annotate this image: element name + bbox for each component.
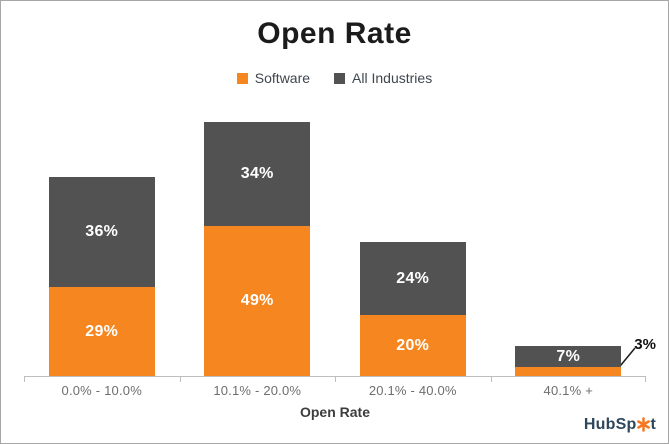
bar-segment-all-industries: 36%	[48, 177, 155, 287]
bar-segment-software: 20%	[359, 315, 466, 376]
legend-label: Software	[254, 70, 311, 86]
bar-segment-all-industries: 34%	[204, 122, 311, 226]
x-axis-line	[24, 376, 646, 377]
legend-item-all-industries: All Industries	[334, 70, 432, 86]
bar-segment-software: 49%	[204, 226, 311, 376]
callout-value-label: 3%	[634, 336, 656, 353]
plot-area: 29% 36% 49% 34% 20% 24% 3% 7%	[24, 111, 656, 382]
x-axis-title: Open Rate	[299, 404, 370, 420]
x-axis-tick	[24, 377, 25, 382]
logo-text-after: t	[650, 416, 656, 433]
bar-value-label: 36%	[85, 223, 119, 240]
x-axis-tick	[335, 377, 336, 382]
hubspot-logo: HubSp t	[584, 416, 656, 434]
bar-value-label: 7%	[556, 347, 581, 365]
x-axis-tick	[645, 377, 646, 382]
x-tick-label: 0.0% - 10.0%	[61, 383, 142, 398]
bar-segment-software: 29%	[48, 287, 155, 376]
legend: Software All Industries	[1, 70, 668, 86]
x-axis-labels: 0.0% - 10.0% 10.1% - 20.0% 20.1% - 40.0% 40…	[24, 383, 646, 398]
legend-swatch-icon	[236, 72, 248, 84]
x-axis-tick	[180, 377, 181, 382]
bar-segment-software	[515, 367, 622, 376]
logo-text-before: HubSp	[583, 416, 637, 433]
bar-value-label: 29%	[85, 322, 119, 340]
x-tick-label: 20.1% - 40.0%	[368, 383, 457, 398]
legend-swatch-icon	[334, 72, 346, 84]
chart-title: Open Rate	[257, 17, 412, 50]
bar-value-label: 34%	[240, 165, 274, 182]
legend-item-software: Software	[236, 70, 311, 86]
x-tick-label: 40.1% +	[543, 383, 593, 398]
x-axis-tick	[491, 377, 492, 382]
bar-segment-all-industries: 24%	[359, 242, 466, 315]
legend-label: All Industries	[352, 70, 433, 86]
bar-segment-all-industries: 7%	[515, 346, 622, 367]
bar-value-label: 20%	[396, 336, 430, 354]
hubspot-sprocket-icon	[637, 416, 650, 432]
bar-value-label: 49%	[240, 292, 274, 309]
bar-value-label: 24%	[396, 269, 430, 287]
x-tick-label: 10.1% - 20.0%	[213, 383, 302, 398]
